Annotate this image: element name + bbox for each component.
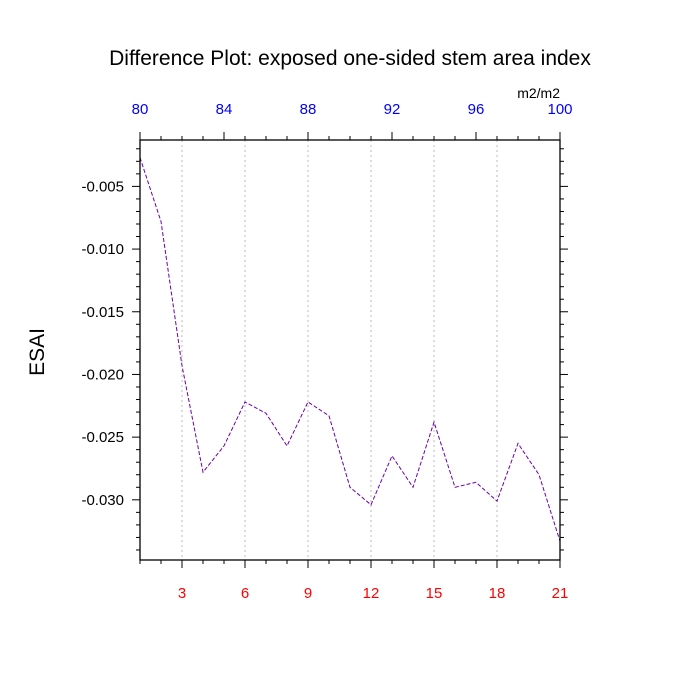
x-tick-label: 21 [552,585,569,602]
series-line [139,157,561,542]
x-tick-label: 12 [363,585,380,602]
series-layer [139,157,561,542]
y-tick-label: -0.015 [81,304,124,321]
y-axis-label: ESAI [26,328,49,376]
axis-ticks [132,132,568,568]
top-x-tick-label: 92 [384,101,401,118]
grid-lines [181,140,561,560]
y-tick-label: -0.010 [81,241,124,258]
top-x-tick-label: 84 [216,101,233,118]
x-tick-label: 15 [426,585,443,602]
x-tick-label: 18 [489,585,506,602]
y-tick-label: -0.025 [81,429,124,446]
top-x-tick-label: 80 [132,101,149,118]
x-tick-label: 6 [241,585,249,602]
plot-frame [139,139,561,561]
chart-title: Difference Plot: exposed one-sided stem … [109,47,591,70]
y-tick-label: -0.020 [81,366,124,383]
tick-labels: 3 6 9 12 15 18 21 80 84 88 92 96 100 -0.005 -0.010 -0.0… [81,101,572,602]
top-axis-unit-label: m2/m2 [517,85,560,101]
top-x-tick-label: 96 [468,101,485,118]
top-x-tick-label: 100 [547,101,572,118]
y-tick-label: -0.030 [81,492,124,509]
x-tick-label: 9 [304,585,312,602]
x-tick-label: 3 [178,585,186,602]
y-tick-label: -0.005 [81,178,124,195]
top-x-tick-label: 88 [300,101,317,118]
